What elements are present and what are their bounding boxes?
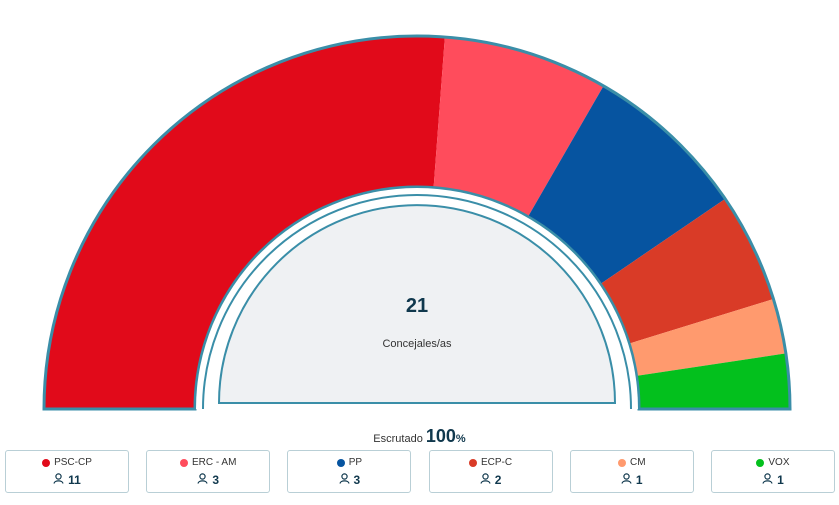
scrutiny-percent: 100 [425, 426, 456, 446]
party-name: VOX [768, 457, 790, 468]
party-name: PSC-CP [54, 457, 92, 468]
total-seats-label: Concejales/as [382, 338, 452, 350]
legend-item-ecp-c[interactable]: ECP-C 2 [428, 450, 553, 493]
person-icon [762, 473, 773, 487]
party-seats: 1 [635, 473, 643, 487]
hemicycle-center-disc [217, 204, 617, 404]
party-name: CM [629, 457, 646, 468]
party-color-dot [179, 458, 188, 467]
slice-psc-cp[interactable] [44, 35, 445, 409]
legend-item-cm[interactable]: CM 1 [569, 450, 694, 493]
scrutiny-summary: Escrutado 100% [0, 426, 839, 447]
party-color-dot [42, 458, 51, 467]
person-icon [621, 473, 632, 487]
scrutiny-label: Escrutado [373, 433, 423, 445]
hemicycle-outer-border [42, 34, 792, 411]
party-color-dot [617, 458, 626, 467]
legend-item-psc-cp[interactable]: PSC-CP 11 [5, 450, 129, 493]
party-name: ERC - AM [191, 457, 237, 468]
party-color-dot [336, 458, 345, 467]
person-icon [53, 473, 64, 487]
party-seats: 3 [353, 473, 361, 487]
slice-cm[interactable] [629, 299, 786, 376]
slice-pp[interactable] [528, 85, 726, 284]
person-icon [338, 473, 350, 487]
total-seats: 21 [406, 295, 428, 317]
party-color-dot [756, 458, 765, 467]
scrutiny-percent-unit: % [455, 433, 466, 445]
legend-item-vox[interactable]: VOX 1 [710, 450, 835, 493]
party-seats: 1 [777, 473, 784, 487]
party-name: ECP-C [481, 457, 513, 468]
party-name: PP [348, 457, 363, 468]
party-seats: 11 [68, 473, 81, 487]
party-legend: PSC-CP 11 ERC - AM 3 PP 3 ECP-C 2 CM 1 V… [5, 450, 835, 495]
slice-vox[interactable] [636, 353, 790, 409]
legend-item-pp[interactable]: PP 3 [287, 450, 412, 493]
party-seats: 2 [494, 473, 502, 487]
person-icon [197, 473, 208, 487]
hemicycle-inner-ring [202, 194, 632, 410]
person-icon [480, 473, 491, 487]
party-color-dot [469, 458, 477, 467]
slice-erc-am[interactable] [433, 37, 604, 217]
legend-item-erc-am[interactable]: ERC - AM 3 [146, 450, 271, 493]
slice-ecp-c[interactable] [600, 198, 774, 344]
hemicycle-chart: 21 Concejales/as [42, 34, 792, 411]
party-seats: 3 [212, 473, 220, 487]
hemicycle-slices [44, 35, 790, 409]
